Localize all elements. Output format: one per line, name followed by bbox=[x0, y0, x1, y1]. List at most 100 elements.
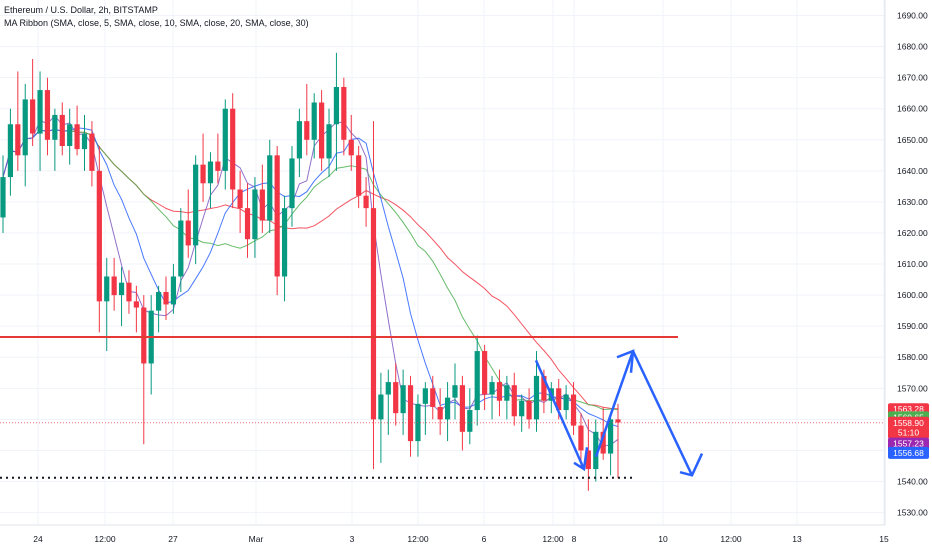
candle-body bbox=[252, 189, 258, 240]
price-badge bbox=[888, 437, 929, 450]
candle-body bbox=[22, 99, 28, 156]
candle-body bbox=[341, 86, 347, 140]
candle-body bbox=[437, 406, 443, 420]
price-badge-label: 1563.28 bbox=[893, 404, 924, 414]
candle-body bbox=[104, 276, 110, 302]
price-axis[interactable]: 1530.001540.001550.001560.001570.001580.… bbox=[884, 0, 932, 550]
candle-body bbox=[185, 220, 191, 246]
price-tick-label: 1630.00 bbox=[897, 197, 928, 207]
candle-body bbox=[15, 124, 21, 156]
candle-body bbox=[81, 133, 88, 150]
candle-body bbox=[356, 155, 362, 196]
price-tick-label: 1620.00 bbox=[897, 228, 928, 238]
candle-body bbox=[593, 431, 599, 470]
candle-body bbox=[44, 90, 51, 140]
candle-body bbox=[615, 419, 621, 423]
time-tick-label: Mar bbox=[249, 534, 264, 544]
price-tick-label: 1690.00 bbox=[897, 11, 928, 21]
candle-body bbox=[222, 108, 228, 171]
symbol-title: Ethereum / U.S. Dollar, 2h, BITSTAMP bbox=[4, 5, 158, 15]
candle-body bbox=[533, 375, 540, 420]
candle-body bbox=[126, 282, 132, 302]
projection-arrow-up[interactable] bbox=[594, 350, 635, 458]
candle-body bbox=[467, 410, 473, 432]
candle-body bbox=[156, 292, 162, 311]
candle-body bbox=[319, 102, 325, 159]
projection-arrow-down[interactable] bbox=[631, 350, 694, 476]
time-tick-label: 12:00 bbox=[542, 534, 564, 544]
candle-body bbox=[0, 177, 6, 218]
price-tick-label: 1610.00 bbox=[897, 259, 928, 269]
candle-body bbox=[385, 382, 391, 395]
candle-body bbox=[244, 208, 251, 240]
candle-body bbox=[541, 375, 547, 401]
time-tick-label: 15 bbox=[879, 534, 889, 544]
candle-body bbox=[193, 164, 199, 246]
candle-body bbox=[482, 351, 488, 395]
candle-body bbox=[7, 124, 14, 178]
candle-body bbox=[67, 124, 73, 147]
projection-arrow-down[interactable] bbox=[534, 359, 586, 470]
candle-body bbox=[459, 385, 465, 432]
time-tick-label: 12:00 bbox=[720, 534, 742, 544]
projection-arrowhead[interactable] bbox=[679, 453, 704, 477]
candle-body bbox=[37, 90, 43, 134]
candle-body bbox=[578, 425, 584, 451]
candle-body bbox=[489, 382, 495, 395]
ma10-line bbox=[2, 127, 619, 427]
time-tick-label: 12:00 bbox=[407, 534, 429, 544]
candle-body bbox=[556, 388, 562, 411]
candle-body bbox=[200, 164, 206, 184]
candle-body bbox=[511, 385, 517, 417]
candle-body bbox=[378, 394, 384, 420]
time-tick-label: 12:00 bbox=[94, 534, 116, 544]
candle-body bbox=[452, 385, 458, 398]
time-axis[interactable]: 24 12:00 27 Mar 3 12:00 6 12:00 8 10 12:00 13 15 bbox=[0, 524, 889, 544]
price-badge-label: 1558.90 bbox=[893, 418, 924, 428]
candle-body bbox=[281, 208, 288, 277]
drawing-annotations[interactable] bbox=[0, 336, 885, 479]
indicator-label: MA Ribbon (SMA, close, 5, SMA, close, 10… bbox=[4, 18, 309, 28]
candle-body bbox=[393, 382, 399, 414]
price-tick-label: 1530.00 bbox=[897, 508, 928, 518]
candle-body bbox=[133, 301, 139, 308]
time-tick-label: 27 bbox=[168, 534, 178, 544]
candle-body bbox=[274, 155, 280, 277]
candle-body bbox=[600, 431, 606, 454]
candle-body bbox=[96, 170, 102, 302]
price-tick-label: 1670.00 bbox=[897, 73, 928, 83]
price-badge bbox=[888, 416, 929, 429]
price-tick-label: 1650.00 bbox=[897, 135, 928, 145]
candle-body bbox=[237, 189, 243, 209]
time-tick-label: 8 bbox=[572, 534, 577, 544]
time-tick-label: 10 bbox=[658, 534, 668, 544]
candle-body bbox=[59, 114, 65, 147]
price-badge-label: 1556.68 bbox=[893, 448, 924, 458]
time-tick-label: 13 bbox=[792, 534, 802, 544]
candle-body bbox=[178, 220, 184, 277]
candle-body bbox=[289, 158, 295, 209]
price-tick-label: 1580.00 bbox=[897, 352, 928, 362]
candle-body bbox=[444, 397, 451, 420]
candle-body bbox=[348, 139, 354, 156]
candle-body bbox=[170, 276, 177, 305]
price-tick-label: 1590.00 bbox=[897, 321, 928, 331]
candle-body bbox=[230, 108, 236, 190]
ma5-line bbox=[2, 114, 619, 447]
candle-body bbox=[474, 351, 480, 411]
candle-body bbox=[52, 114, 58, 140]
grid-lines bbox=[0, 0, 885, 525]
candle-body bbox=[422, 388, 428, 404]
candlesticks bbox=[0, 52, 621, 491]
price-tick-label: 1640.00 bbox=[897, 166, 928, 176]
candle-body bbox=[363, 195, 369, 209]
candle-body bbox=[207, 161, 214, 184]
price-badge bbox=[888, 426, 929, 439]
candle-body bbox=[267, 155, 273, 221]
projection-arrowhead[interactable] bbox=[573, 447, 589, 472]
candle-body bbox=[400, 385, 406, 414]
candle-body bbox=[74, 124, 80, 150]
candle-body bbox=[333, 86, 340, 125]
